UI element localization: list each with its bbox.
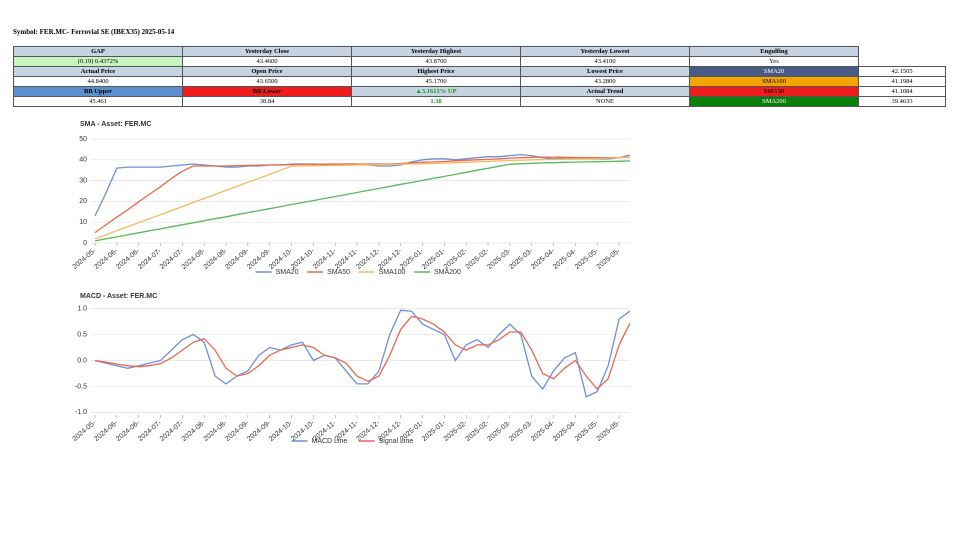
- x-tick-label: 2024-10-: [290, 247, 316, 271]
- series-line: [94, 156, 631, 234]
- legend-label: MACD Line: [312, 438, 348, 445]
- cell: BB Lower: [182, 86, 352, 97]
- y-tick-label: 10: [79, 219, 87, 226]
- cell: 38.84: [182, 96, 352, 107]
- cell: Lowest Price: [520, 66, 690, 77]
- cell: Actual Trend: [520, 86, 690, 97]
- y-tick-label: 0.0: [77, 357, 87, 364]
- cell: 1.38: [351, 96, 521, 107]
- cell: Engulfing: [689, 46, 859, 57]
- y-tick-label: 50: [79, 136, 87, 143]
- cell: SMA200: [689, 96, 859, 107]
- cell: (0.19) 0.4372%: [13, 56, 183, 67]
- y-tick-label: 20: [79, 198, 87, 205]
- series-line: [94, 315, 631, 390]
- x-tick-label: 2025-05-: [596, 419, 622, 443]
- cell: 41.1984: [858, 76, 946, 87]
- cell: 43.2800: [520, 76, 690, 87]
- cell: 45.1700: [351, 76, 521, 87]
- cell: BB Upper: [13, 86, 183, 97]
- cell: 39.4633: [858, 96, 946, 107]
- cell: SMA50: [689, 86, 859, 97]
- cell: Open Price: [182, 66, 352, 77]
- legend-label: SMA20: [276, 269, 299, 276]
- cell: 42.1505: [858, 66, 946, 77]
- series-line: [94, 160, 631, 242]
- y-tick-label: 0.5: [77, 331, 87, 338]
- y-tick-label: 40: [79, 157, 87, 164]
- y-tick-label: 0: [83, 240, 87, 247]
- cell: SMA20: [689, 66, 859, 77]
- x-tick-label: 2025-05-: [596, 247, 622, 271]
- cell: Yesterday Lowest: [520, 46, 690, 57]
- cell: SMA100: [689, 76, 859, 87]
- legend-label: Signal Line: [379, 438, 414, 445]
- series-line: [94, 309, 631, 398]
- cell: Yesterday Close: [182, 46, 352, 57]
- y-tick-label: 1.0: [77, 305, 87, 312]
- cell: 43.6500: [182, 76, 352, 87]
- cell: 44.8400: [13, 76, 183, 87]
- cell: 41.1084: [858, 86, 946, 97]
- report-title: Symbol: FER.MC- Ferrovial SE (IBEX35) 20…: [13, 28, 175, 36]
- cell: Yesterday Highest: [351, 46, 521, 57]
- cell: NONE: [520, 96, 690, 107]
- cell: 45.461: [13, 96, 183, 107]
- y-tick-label: -0.5: [75, 383, 87, 390]
- y-tick-label: 30: [79, 177, 87, 184]
- legend-label: SMA50: [327, 269, 350, 276]
- chart-title: SMA - Asset: FER.MC: [80, 121, 151, 128]
- cell: GAP: [13, 46, 183, 57]
- summary-table: GAP Yesterday Close Yesterday Highest Yeste…: [13, 46, 946, 107]
- chart-title: MACD - Asset: FER.MC: [80, 293, 157, 300]
- cell: 43.8700: [351, 56, 521, 67]
- cell: ▲3.1615% UP: [351, 86, 521, 97]
- y-tick-label: -1.0: [75, 409, 87, 416]
- legend-label: SMA100: [379, 269, 406, 276]
- series-line: [94, 156, 631, 240]
- cell: 43.4600: [182, 56, 352, 67]
- cell: Highest Price: [351, 66, 521, 77]
- legend-label: SMA200: [434, 269, 461, 276]
- cell: Actual Price: [13, 66, 183, 77]
- cell: Yes: [689, 56, 859, 67]
- cell: 43.4100: [520, 56, 690, 67]
